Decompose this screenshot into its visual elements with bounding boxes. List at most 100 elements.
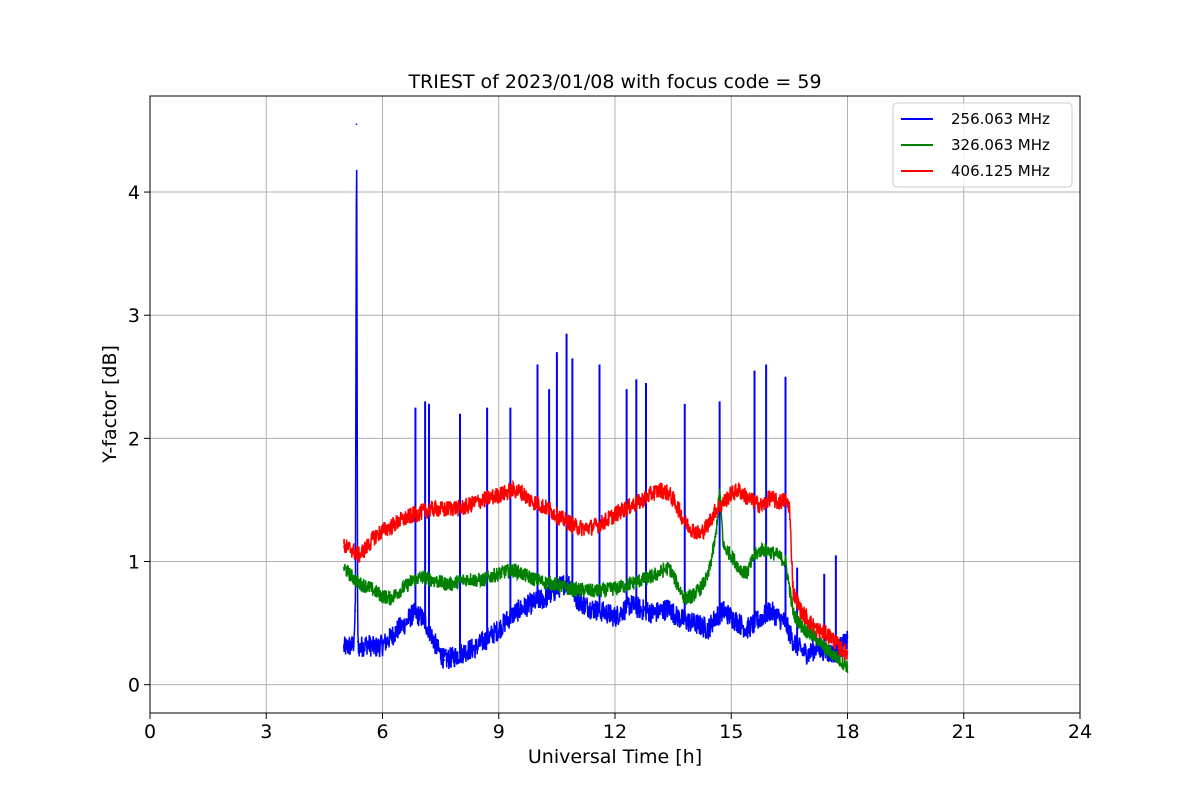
series-line bbox=[343, 488, 849, 674]
data-point bbox=[846, 653, 849, 655]
data-point bbox=[660, 570, 663, 573]
data-point bbox=[474, 579, 477, 581]
data-point bbox=[397, 628, 399, 631]
data-point bbox=[807, 632, 810, 634]
data-point bbox=[466, 649, 469, 651]
series-line bbox=[343, 479, 849, 661]
data-point bbox=[606, 589, 609, 591]
data-point bbox=[428, 577, 430, 580]
grid bbox=[149, 96, 1081, 713]
data-point bbox=[342, 646, 345, 649]
data-point bbox=[699, 624, 702, 627]
data-point bbox=[505, 491, 508, 494]
data-point bbox=[536, 579, 539, 581]
data-point bbox=[350, 575, 353, 578]
data-point bbox=[838, 646, 841, 649]
data-point bbox=[815, 646, 818, 649]
data-point bbox=[691, 622, 694, 624]
data-point bbox=[435, 580, 438, 583]
data-point bbox=[536, 502, 539, 505]
data-point bbox=[629, 582, 632, 585]
data-point bbox=[846, 665, 849, 668]
data-point bbox=[761, 548, 764, 551]
data-point bbox=[567, 521, 570, 523]
data-point bbox=[838, 659, 841, 661]
data-point bbox=[358, 582, 361, 585]
data-point bbox=[373, 646, 376, 649]
data-point bbox=[513, 569, 516, 571]
data-point bbox=[435, 646, 438, 649]
data-point bbox=[552, 591, 554, 594]
data-point bbox=[776, 616, 779, 618]
data-point bbox=[621, 585, 624, 587]
x-tick-label: 6 bbox=[376, 721, 388, 743]
data-point bbox=[614, 513, 616, 516]
x-tick-label: 18 bbox=[835, 721, 859, 743]
data-point bbox=[459, 507, 461, 510]
data-point bbox=[722, 609, 725, 612]
data-point bbox=[753, 554, 756, 557]
x-tick-label: 9 bbox=[493, 721, 505, 743]
data-point bbox=[397, 521, 399, 523]
data-point bbox=[590, 590, 593, 592]
data-point bbox=[730, 554, 733, 557]
data-point bbox=[381, 644, 384, 647]
data-point bbox=[505, 619, 508, 622]
data-point bbox=[482, 640, 485, 643]
data-point bbox=[590, 607, 593, 610]
y-axis-label: Y-factor [dB] bbox=[99, 345, 121, 464]
data-point bbox=[567, 587, 570, 590]
data-point bbox=[443, 508, 446, 511]
data-point bbox=[497, 494, 500, 496]
data-point bbox=[389, 637, 392, 639]
data-point bbox=[373, 536, 376, 538]
data-point bbox=[428, 508, 430, 511]
data-point bbox=[699, 533, 702, 536]
data-point bbox=[730, 616, 733, 618]
data-point bbox=[474, 646, 477, 649]
data-point bbox=[846, 640, 849, 643]
data-point bbox=[404, 622, 407, 624]
data-point bbox=[668, 492, 671, 495]
data-point bbox=[691, 528, 694, 531]
data-point bbox=[683, 521, 686, 523]
data-point bbox=[528, 603, 531, 606]
data-point bbox=[459, 580, 461, 583]
data-point bbox=[490, 496, 492, 499]
data-point bbox=[792, 640, 795, 643]
x-tick-label: 3 bbox=[260, 721, 272, 743]
legend-label: 406.125 MHz bbox=[951, 162, 1050, 180]
y-tick-label: 2 bbox=[128, 428, 140, 450]
data-point bbox=[404, 585, 407, 587]
data-point bbox=[629, 603, 632, 606]
data-point bbox=[676, 616, 678, 618]
data-point bbox=[730, 492, 733, 495]
data-point bbox=[683, 597, 686, 600]
data-point bbox=[598, 590, 601, 592]
data-point bbox=[645, 577, 647, 580]
data-point bbox=[552, 582, 554, 585]
data-point bbox=[389, 526, 392, 528]
data-point bbox=[784, 560, 787, 563]
series-layer bbox=[342, 123, 849, 674]
data-point bbox=[443, 582, 446, 585]
data-point bbox=[718, 489, 721, 491]
data-point bbox=[358, 554, 361, 557]
data-point bbox=[559, 585, 562, 587]
data-point bbox=[513, 489, 516, 491]
data-point bbox=[544, 506, 547, 509]
data-point bbox=[676, 505, 678, 507]
data-point bbox=[466, 505, 469, 507]
data-point bbox=[490, 575, 492, 578]
data-point bbox=[389, 597, 392, 600]
data-point bbox=[575, 597, 578, 600]
data-point bbox=[397, 591, 399, 594]
data-point bbox=[528, 499, 531, 501]
data-point bbox=[776, 501, 779, 504]
data-point bbox=[381, 529, 384, 532]
data-point bbox=[637, 580, 640, 583]
data-point bbox=[745, 628, 748, 631]
data-point bbox=[606, 518, 609, 521]
data-point bbox=[823, 632, 826, 634]
data-point bbox=[544, 581, 547, 584]
